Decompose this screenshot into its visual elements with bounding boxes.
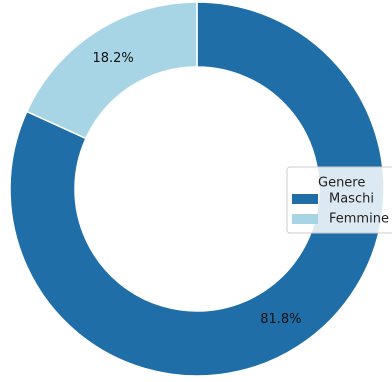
legend-swatch-femmine [292, 214, 318, 224]
legend: Genere Maschi Femmine [286, 166, 392, 234]
slice-labels: 81.8% 18.2% [92, 51, 301, 327]
donut-slice-femmine [25, 1, 198, 140]
legend-label-femmine: Femmine [329, 212, 389, 227]
legend-label-maschi: Maschi [329, 192, 374, 207]
slice-label-femmine: 18.2% [92, 51, 133, 66]
slice-label-maschi: 81.8% [260, 312, 301, 327]
legend-title: Genere [318, 176, 365, 191]
legend-entries: Maschi Femmine [292, 192, 389, 227]
legend-swatch-maschi [292, 194, 318, 204]
